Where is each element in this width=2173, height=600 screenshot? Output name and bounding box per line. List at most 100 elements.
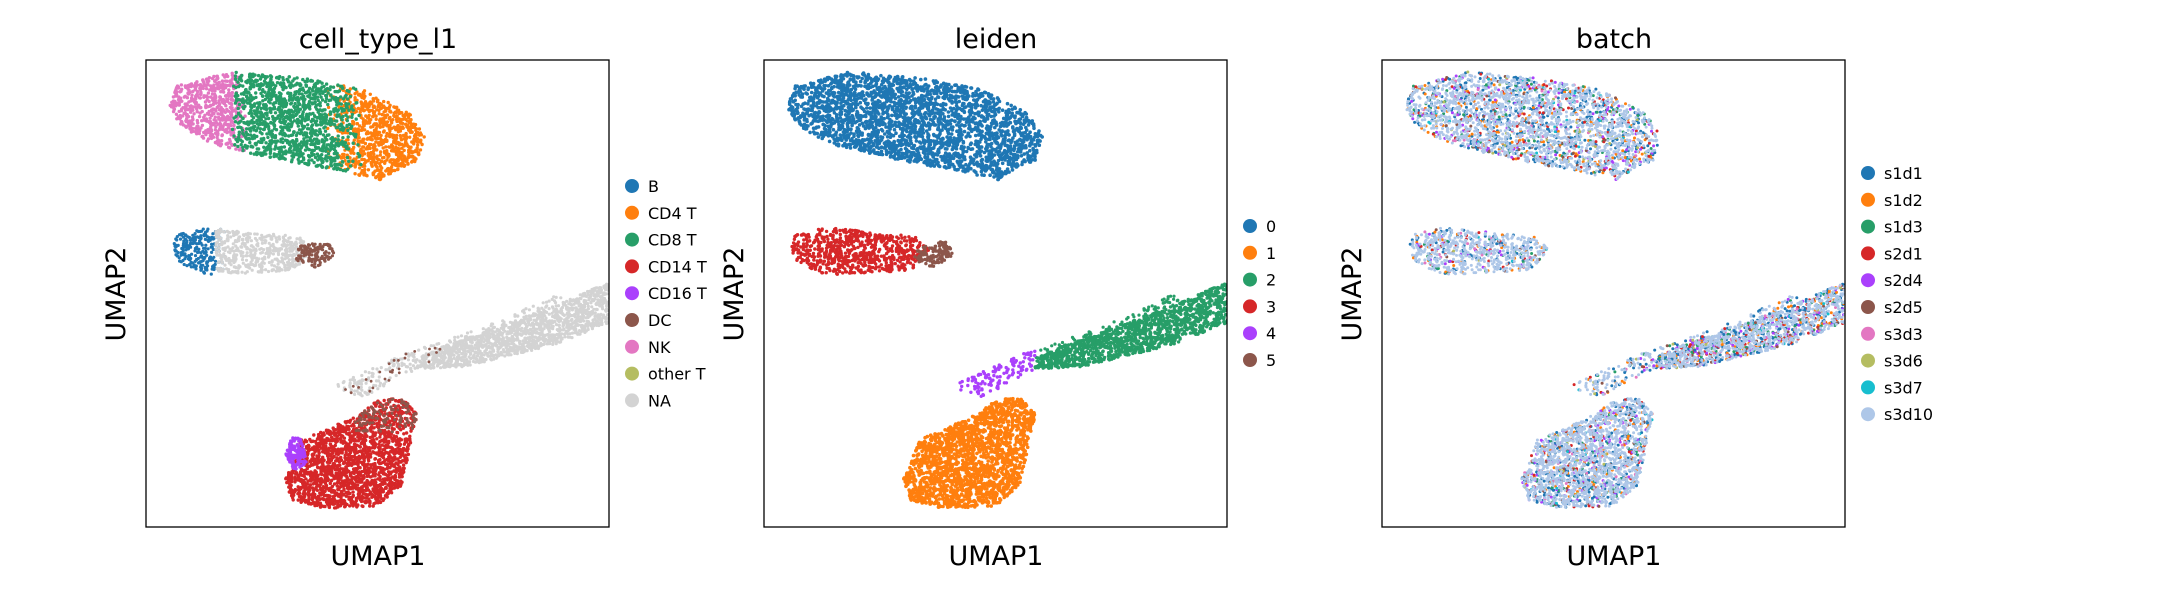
data-point <box>570 299 574 303</box>
data-point <box>552 334 557 339</box>
data-point <box>301 125 306 129</box>
data-point <box>184 248 188 252</box>
data-point <box>327 119 331 123</box>
data-point <box>236 231 240 235</box>
data-point <box>374 122 379 126</box>
data-point <box>252 133 256 137</box>
data-point <box>330 247 334 251</box>
data-point <box>262 261 266 265</box>
data-point <box>381 146 385 150</box>
data-point <box>307 159 311 163</box>
data-point <box>482 353 486 357</box>
data-point <box>374 96 378 100</box>
data-point <box>280 85 284 89</box>
data-point <box>227 123 232 127</box>
data-point <box>285 114 289 119</box>
data-point <box>267 241 271 245</box>
data-point <box>247 137 252 141</box>
data-point <box>269 121 273 125</box>
data-point <box>322 251 327 255</box>
data-point <box>241 238 245 242</box>
data-point <box>263 111 268 116</box>
data-point <box>286 91 290 95</box>
data-point <box>384 106 389 111</box>
data-point <box>583 327 587 331</box>
data-point <box>234 70 238 75</box>
data-point <box>347 108 351 113</box>
data-point <box>295 95 300 100</box>
data-point <box>181 235 185 239</box>
data-point <box>283 243 287 247</box>
data-point <box>612 285 615 288</box>
data-point <box>416 143 420 147</box>
data-point <box>302 137 306 141</box>
data-point <box>336 83 340 87</box>
data-point <box>320 164 324 169</box>
data-point <box>240 258 245 262</box>
data-point <box>193 105 197 109</box>
data-point <box>322 146 326 150</box>
data-point <box>202 270 206 274</box>
data-point <box>374 117 378 122</box>
data-point <box>324 94 329 98</box>
data-point <box>288 116 292 120</box>
data-point <box>287 258 291 262</box>
data-point <box>236 247 240 251</box>
data-point <box>320 116 325 121</box>
data-point <box>305 77 310 81</box>
data-point <box>232 134 236 138</box>
data-point <box>568 322 573 326</box>
data-point <box>344 102 348 106</box>
data-point <box>602 296 607 301</box>
data-point <box>320 113 324 117</box>
data-point <box>340 125 344 129</box>
data-point <box>525 349 529 353</box>
data-point <box>204 132 208 137</box>
data-point <box>278 95 283 99</box>
data-point <box>197 131 201 136</box>
data-point <box>206 247 210 251</box>
data-point <box>350 112 355 117</box>
data-point <box>303 244 307 248</box>
data-point <box>406 115 411 120</box>
data-point <box>258 130 262 134</box>
data-point <box>193 102 198 106</box>
data-point <box>383 115 388 120</box>
data-point <box>248 140 252 145</box>
data-point <box>199 126 203 130</box>
data-point <box>494 356 498 360</box>
data-point <box>611 297 614 300</box>
data-point <box>201 259 205 263</box>
data-point <box>359 128 363 132</box>
data-point <box>176 102 180 107</box>
data-point <box>351 86 356 90</box>
data-point <box>234 91 238 95</box>
data-point <box>404 159 408 163</box>
data-point <box>266 269 271 274</box>
data-point <box>253 102 257 106</box>
data-point <box>241 84 245 88</box>
data-point <box>267 90 271 94</box>
data-point <box>524 322 528 326</box>
data-point <box>272 246 276 250</box>
data-point <box>613 287 616 290</box>
data-point <box>358 124 362 128</box>
data-point <box>617 284 620 287</box>
data-point <box>212 111 216 116</box>
data-point <box>245 270 249 274</box>
data-point <box>469 347 473 351</box>
data-point <box>245 247 249 251</box>
data-point <box>249 104 253 109</box>
data-point <box>468 363 472 367</box>
data-point <box>186 247 190 251</box>
data-point <box>611 298 614 301</box>
data-point <box>320 81 324 85</box>
data-point <box>220 258 224 262</box>
data-point <box>244 145 248 149</box>
data-point <box>539 320 543 324</box>
data-point <box>560 309 564 313</box>
data-point <box>578 293 582 297</box>
data-point <box>219 229 223 233</box>
data-point <box>273 134 278 138</box>
data-point <box>549 326 553 330</box>
